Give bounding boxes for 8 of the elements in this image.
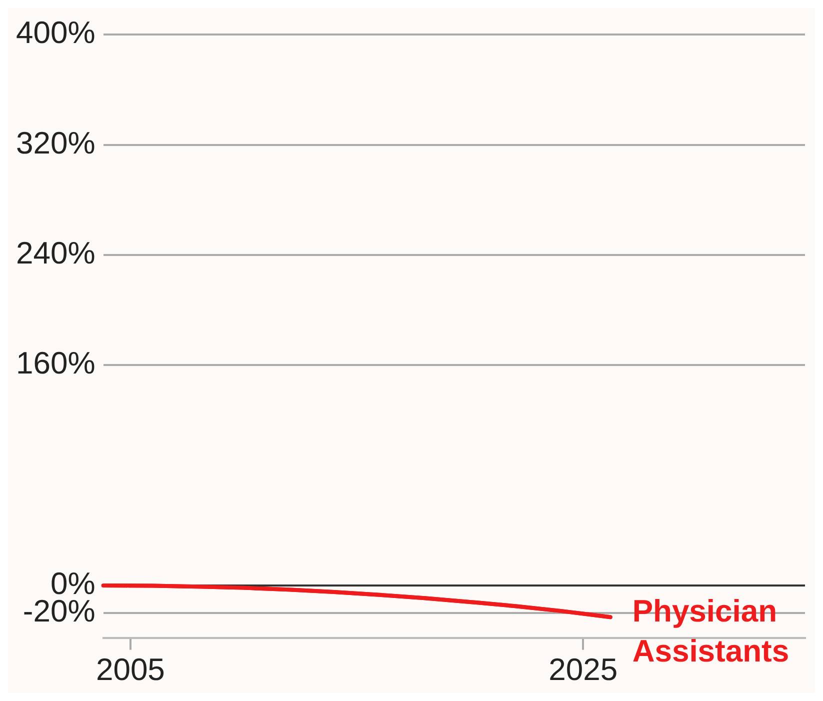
y-tick-label: 400% xyxy=(16,15,96,50)
y-tick-label: 240% xyxy=(16,235,96,270)
x-tick-label: 2005 xyxy=(96,652,165,687)
y-tick-label: -20% xyxy=(22,594,96,629)
y-tick-label: 160% xyxy=(16,346,96,381)
x-tick-label: 2025 xyxy=(548,652,618,687)
y-tick-label: 320% xyxy=(16,125,96,160)
series-label: Physician Assistants xyxy=(632,594,790,669)
